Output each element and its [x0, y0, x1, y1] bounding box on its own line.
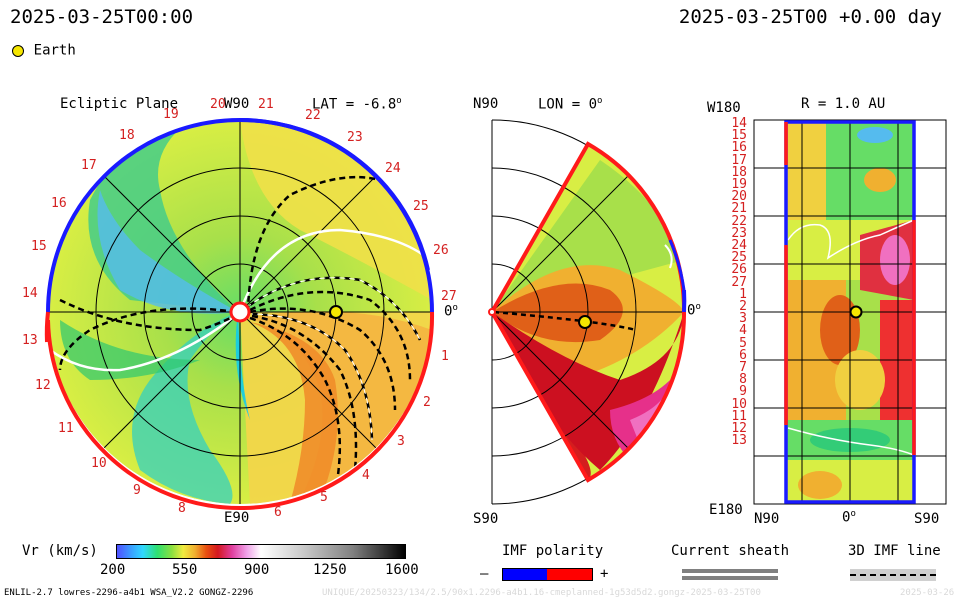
imf-positive-swatch: [547, 568, 593, 581]
colorbar-tick: 550: [172, 562, 198, 578]
carrington-label: 15: [31, 239, 47, 254]
ecliptic-top-label: W90: [224, 96, 250, 112]
carrington-label: 1: [441, 349, 449, 364]
synoptic-x-right: S90: [914, 511, 940, 527]
meridional-top-label: N90: [473, 96, 499, 112]
synoptic-title: R = 1.0 AU: [801, 96, 886, 112]
earth-legend-label: Earth: [33, 42, 76, 59]
meridional-plane-panel: [488, 119, 687, 505]
carrington-label: 12: [35, 378, 51, 393]
carrington-label: 14: [22, 286, 38, 301]
earth-marker-ecliptic: [329, 305, 343, 319]
left-timestamp: 2025-03-25T00:00: [10, 6, 194, 28]
carrington-label: 18: [119, 128, 135, 143]
carrington-label: 20: [210, 97, 226, 112]
right-timestamp: 2025-03-25T00 +0.00 day: [678, 6, 942, 28]
ecliptic-bottom-label: E90: [224, 510, 250, 526]
run-date: 2025-03-26: [900, 588, 955, 598]
earth-marker-meridional: [578, 315, 592, 329]
carrington-label: 5: [320, 490, 328, 505]
carrington-label: 13: [22, 333, 38, 348]
carrington-label: 21: [258, 97, 274, 112]
carrington-label: 26: [433, 243, 449, 258]
velocity-colorbar: [116, 544, 406, 559]
carrington-label: 10: [91, 456, 107, 471]
meridional-zero-label: 0o: [687, 302, 701, 319]
synoptic-map: [753, 119, 947, 505]
earth-marker-icon: [12, 44, 24, 57]
meridional-bottom-label: S90: [473, 511, 499, 527]
carrington-label: 19: [163, 107, 179, 122]
colorbar-tick: 1250: [313, 562, 347, 578]
carrington-label: 27: [441, 289, 457, 304]
synoptic-y-ticks: 14 15 16 17 18 19 20 21 22 23 24 25 26 27 1 2 3 4 5 6 7 8 9 10 1…: [731, 116, 747, 449]
synoptic-x-left: N90: [754, 511, 780, 527]
meridional-lon-label: LON = 0o: [538, 96, 603, 113]
carrington-label: 23: [347, 130, 363, 145]
earth-legend: Earth: [12, 40, 76, 59]
imf-plus: +: [600, 566, 609, 582]
carrington-label: 11: [58, 421, 74, 436]
carrington-label: 8: [178, 501, 186, 516]
synoptic-bottom-left-label: E180: [709, 502, 743, 518]
imf-polarity-title: IMF polarity: [502, 543, 604, 559]
imf-line-title: 3D IMF line: [848, 543, 941, 559]
carrington-label: 6: [274, 505, 282, 520]
current-sheath-title: Current sheath: [671, 543, 790, 559]
ecliptic-lat-label: LAT = -6.8o: [312, 96, 402, 113]
current-sheath-swatch: [682, 576, 778, 580]
colorbar-tick: 200: [100, 562, 126, 578]
earth-marker-synoptic: [849, 305, 863, 319]
imf-negative-swatch: [502, 568, 549, 581]
current-sheath-swatch: [682, 569, 778, 573]
carrington-label: 17: [81, 158, 97, 173]
carrington-label: 24: [385, 161, 401, 176]
run-id: UNIQUE/20250323/134/2.5/90x1.2296-a4b1.1…: [322, 588, 761, 598]
synoptic-top-left-label: W180: [707, 100, 741, 116]
colorbar-tick: 1600: [385, 562, 419, 578]
carrington-label: 22: [305, 108, 321, 123]
ecliptic-title: Ecliptic Plane: [60, 96, 179, 112]
synoptic-x-mid: 0o: [842, 509, 856, 526]
carrington-label: 2: [423, 395, 431, 410]
carrington-label: 9: [133, 483, 141, 498]
imf-line-swatch: [850, 569, 936, 581]
carrington-label: 16: [51, 196, 67, 211]
carrington-label: 3: [397, 434, 405, 449]
colorbar-title: Vr (km/s): [22, 543, 98, 559]
ecliptic-plane-panel: [44, 117, 435, 511]
ecliptic-zero-label: 0o: [444, 303, 458, 320]
carrington-label: 4: [362, 468, 370, 483]
model-info: ENLIL-2.7 lowres-2296-a4b1 WSA_V2.2 GONG…: [4, 588, 254, 598]
imf-minus: –: [480, 566, 489, 582]
colorbar-tick: 900: [244, 562, 270, 578]
carrington-label: 25: [413, 199, 429, 214]
